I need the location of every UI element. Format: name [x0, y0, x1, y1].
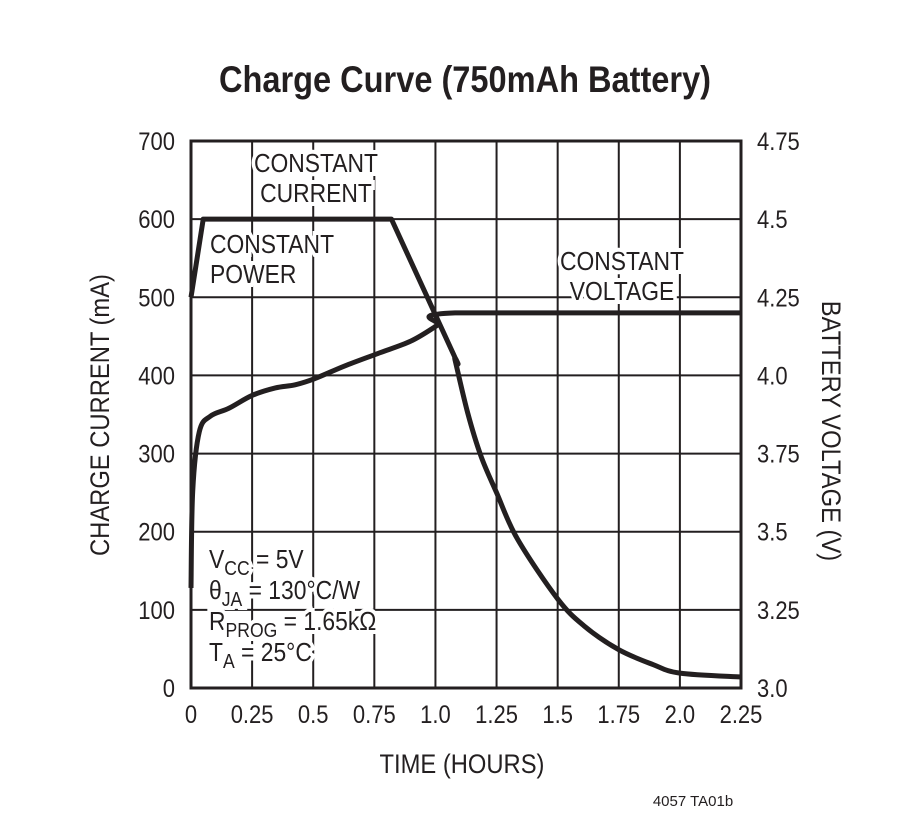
x-tick-label: 0.5: [298, 701, 329, 729]
y2-tick-label: 4.0: [757, 362, 788, 390]
x-tick-label: 1.25: [475, 701, 518, 729]
x-tick-label: 0.75: [353, 701, 396, 729]
x-tick-label: 2.25: [720, 701, 763, 729]
condition-label: TA = 25°C: [209, 639, 312, 673]
x-tick-label: 0.25: [231, 701, 274, 729]
plot-frame: [189, 139, 743, 690]
curves: [188, 216, 742, 680]
charge-current-curve: [188, 216, 742, 680]
chart-title: Charge Curve (750mAh Battery): [219, 59, 711, 100]
x-tick-label: 1.0: [420, 701, 451, 729]
figure-id: 4057 TA01b: [653, 793, 733, 810]
constant-power-label: POWER: [210, 261, 296, 290]
y2-axis-label: BATTERY VOLTAGE (V): [816, 301, 846, 561]
y2-tick-label: 3.75: [757, 440, 800, 468]
y2-tick-label: 3.5: [757, 518, 788, 546]
constant-current-label: CURRENT: [260, 180, 372, 209]
y-tick-label: 200: [138, 518, 175, 546]
battery-voltage-curve: [188, 310, 741, 589]
x-tick-label: 1.5: [542, 701, 573, 729]
constant-voltage-label: CONSTANT: [560, 248, 684, 277]
y-tick-label: 600: [138, 206, 175, 234]
y-axis-label: CHARGE CURRENT (mA): [86, 274, 116, 556]
y-tick-label: 400: [138, 362, 175, 390]
x-axis-label: TIME (HOURS): [380, 750, 545, 780]
y-tick-label: 100: [138, 597, 175, 625]
y2-tick-label: 4.75: [757, 128, 800, 156]
x-tick-label: 1.75: [597, 701, 640, 729]
tick-labels: 0 0.25 0.5 0.75 1.0 1.25 1.5 1.75 2.0 2.25 0 100 200…: [138, 128, 799, 729]
condition-label: VCC = 5V: [209, 546, 304, 580]
constant-current-label: CONSTANT: [254, 150, 378, 179]
constant-voltage-label: VOLTAGE: [570, 278, 675, 307]
y-tick-label: 300: [138, 440, 175, 468]
y2-tick-label: 4.25: [757, 284, 800, 312]
y-tick-label: 500: [138, 284, 175, 312]
x-tick-label: 0: [185, 701, 197, 729]
condition-label: θJA = 130°C/W: [209, 577, 361, 611]
y-tick-label: 700: [138, 128, 175, 156]
y-tick-label: 0: [163, 675, 175, 703]
y2-tick-label: 3.0: [757, 675, 788, 703]
constant-power-label: CONSTANT: [210, 231, 334, 260]
y2-tick-label: 3.25: [757, 597, 800, 625]
x-tick-label: 2.0: [665, 701, 696, 729]
condition-label: RPROG = 1.65kΩ: [209, 608, 376, 642]
y2-tick-label: 4.5: [757, 206, 788, 234]
